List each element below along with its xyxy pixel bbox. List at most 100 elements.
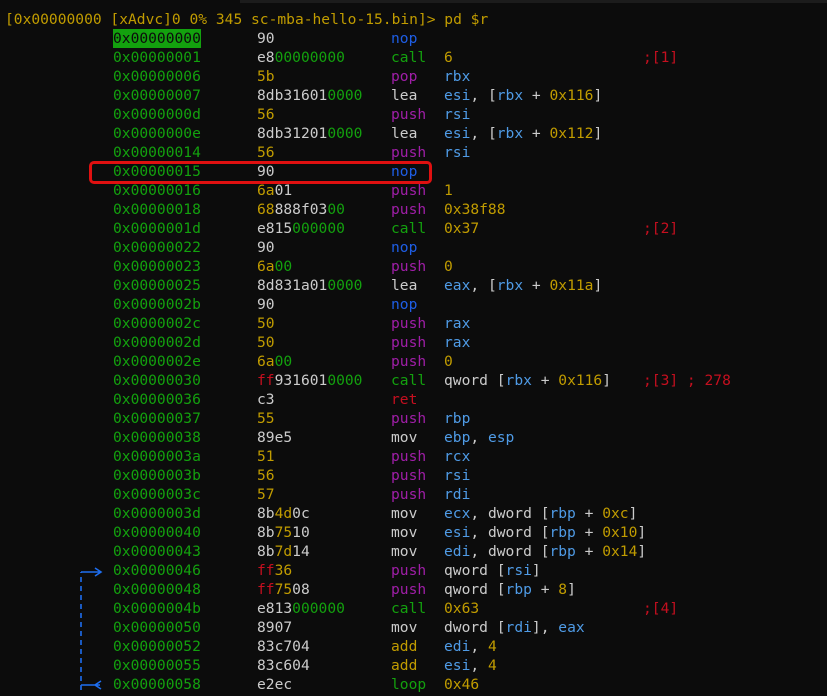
address[interactable]: 0x00000048	[113, 581, 201, 598]
opcode-bytes: 8db312010000	[257, 125, 363, 142]
address[interactable]: 0x00000007	[113, 87, 201, 104]
address[interactable]: 0x00000023	[113, 258, 201, 275]
disasm-row[interactable]: 0x0000002d 50 push rax	[0, 333, 827, 352]
opcode-bytes: 83c704	[257, 638, 310, 655]
address[interactable]: 0x0000004b	[113, 600, 201, 617]
disasm-row[interactable]: 0x0000002e 6a00 push 0	[0, 352, 827, 371]
operands: dword [rdi], eax	[444, 619, 585, 636]
comment: ;[1]	[643, 49, 679, 66]
disasm-row[interactable]: 0x00000050 8907 mov dword [rdi], eax	[0, 618, 827, 637]
loop-jump-arrow-icon	[80, 567, 103, 690]
address[interactable]: 0x0000002c	[113, 315, 201, 332]
address[interactable]: 0x0000002d	[113, 334, 201, 351]
opcode-bytes: 8b7d14	[257, 543, 310, 560]
address[interactable]: 0x0000002e	[113, 353, 201, 370]
disasm-row[interactable]: 0x0000002b 90 nop	[0, 295, 827, 314]
opcode-bytes: 8db316010000	[257, 87, 363, 104]
operands: edi, 4	[444, 638, 497, 655]
mnemonic: lea	[391, 87, 418, 104]
address[interactable]: 0x0000002b	[113, 296, 201, 313]
disasm-row[interactable]: 0x00000046 ff36 push qword [rsi]	[0, 561, 827, 580]
disasm-row[interactable]: 0x00000040 8b7510 mov esi, dword [rbp + 0x1…	[0, 523, 827, 542]
disasm-row[interactable]: 0x0000001d e815000000 call 0x37 ;[2]	[0, 219, 827, 238]
disasm-row[interactable]: 0x0000000e 8db312010000 lea esi, [rbx + 0x1…	[0, 124, 827, 143]
address[interactable]: 0x00000022	[113, 239, 201, 256]
address[interactable]: 0x00000014	[113, 144, 201, 161]
disasm-row[interactable]: 0x00000036 c3 ret	[0, 390, 827, 409]
disasm-row[interactable]: 0x00000007 8db316010000 lea esi, [rbx + 0x1…	[0, 86, 827, 105]
disasm-row[interactable]: 0x00000015 90 nop	[0, 162, 827, 181]
operands: rcx	[444, 448, 471, 465]
mnemonic: push	[391, 106, 427, 123]
disasm-row[interactable]: 0x00000055 83c604 add esi, 4	[0, 656, 827, 675]
disasm-row[interactable]: 0x0000003c 57 push rdi	[0, 485, 827, 504]
window-top-edge	[240, 0, 827, 3]
address[interactable]: 0x00000036	[113, 391, 201, 408]
comment: ;[4]	[643, 600, 679, 617]
disasm-row[interactable]: 0x0000002c 50 push rax	[0, 314, 827, 333]
mnemonic: push	[391, 144, 427, 161]
disasm-row[interactable]: 0x00000006 5b pop rbx	[0, 67, 827, 86]
opcode-bytes: 56	[257, 106, 275, 123]
disasm-row[interactable]: 0x00000030 ff9316010000 call qword [rbx + 0…	[0, 371, 827, 390]
operands: eax, [rbx + 0x11a]	[444, 277, 603, 294]
address[interactable]: 0x0000000d	[113, 106, 201, 123]
address[interactable]: 0x00000058	[113, 676, 201, 693]
disasm-row[interactable]: 0x00000016 6a01 push 1	[0, 181, 827, 200]
address[interactable]: 0x00000025	[113, 277, 201, 294]
disasm-row[interactable]: 0x00000037 55 push rbp	[0, 409, 827, 428]
operands: 1	[444, 182, 453, 199]
opcode-bytes: e813000000	[257, 600, 345, 617]
disasm-row[interactable]: 0x0000003d 8b4d0c mov ecx, dword [rbp + 0xc…	[0, 504, 827, 523]
address[interactable]: 0x00000038	[113, 429, 201, 446]
operands: rsi	[444, 467, 471, 484]
disasm-row[interactable]: 0x0000004b e813000000 call 0x63 ;[4]	[0, 599, 827, 618]
address[interactable]: 0x00000016	[113, 182, 201, 199]
address[interactable]: 0x00000050	[113, 619, 201, 636]
disasm-row[interactable]: 0x00000018 68888f0300 push 0x38f88	[0, 200, 827, 219]
opcode-bytes: ff7508	[257, 581, 310, 598]
address[interactable]: 0x00000018	[113, 201, 201, 218]
disasm-row[interactable]: 0x00000052 83c704 add edi, 4	[0, 637, 827, 656]
address[interactable]: 0x00000006	[113, 68, 201, 85]
disasm-row[interactable]: 0x00000000 90 nop	[0, 29, 827, 48]
address[interactable]: 0x00000055	[113, 657, 201, 674]
address[interactable]: 0x00000046	[113, 562, 201, 579]
address[interactable]: 0x0000000e	[113, 125, 201, 142]
address[interactable]: 0x0000003d	[113, 505, 201, 522]
address[interactable]: 0x00000001	[113, 49, 201, 66]
address[interactable]: 0x0000003b	[113, 467, 201, 484]
r2-prompt[interactable]: [0x00000000 [xAdvc]0 0% 345 sc-mba-hello…	[5, 11, 489, 28]
address[interactable]: 0x0000001d	[113, 220, 201, 237]
mnemonic: call	[391, 600, 427, 617]
address[interactable]: 0x00000015	[113, 163, 201, 180]
address[interactable]: 0x00000040	[113, 524, 201, 541]
disasm-row[interactable]: 0x0000003b 56 push rsi	[0, 466, 827, 485]
address[interactable]: 0x0000003a	[113, 448, 201, 465]
address[interactable]: 0x00000000	[113, 29, 201, 48]
disasm-row[interactable]: 0x00000038 89e5 mov ebp, esp	[0, 428, 827, 447]
disasm-row[interactable]: 0x00000058 e2ec loop 0x46	[0, 675, 827, 694]
disasm-row[interactable]: 0x00000001 e800000000 call 6 ;[1]	[0, 48, 827, 67]
opcode-bytes: 90	[257, 163, 275, 180]
mnemonic: call	[391, 372, 427, 389]
address[interactable]: 0x00000043	[113, 543, 201, 560]
disasm-row[interactable]: 0x00000023 6a00 push 0	[0, 257, 827, 276]
operands: esi, dword [rbp + 0x10]	[444, 524, 647, 541]
opcode-bytes: 8907	[257, 619, 293, 636]
opcode-bytes: 57	[257, 486, 275, 503]
opcode-bytes: 89e5	[257, 429, 293, 446]
opcode-bytes: 6a00	[257, 258, 293, 275]
address[interactable]: 0x00000037	[113, 410, 201, 427]
disasm-row[interactable]: 0x00000043 8b7d14 mov edi, dword [rbp + 0x1…	[0, 542, 827, 561]
mnemonic: nop	[391, 239, 418, 256]
disasm-row[interactable]: 0x00000025 8d831a010000 lea eax, [rbx + 0x1…	[0, 276, 827, 295]
address[interactable]: 0x0000003c	[113, 486, 201, 503]
disasm-row[interactable]: 0x00000048 ff7508 push qword [rbp + 8]	[0, 580, 827, 599]
address[interactable]: 0x00000030	[113, 372, 201, 389]
disasm-row[interactable]: 0x00000022 90 nop	[0, 238, 827, 257]
disasm-row[interactable]: 0x00000014 56 push rsi	[0, 143, 827, 162]
disasm-row[interactable]: 0x0000003a 51 push rcx	[0, 447, 827, 466]
disasm-row[interactable]: 0x0000000d 56 push rsi	[0, 105, 827, 124]
address[interactable]: 0x00000052	[113, 638, 201, 655]
